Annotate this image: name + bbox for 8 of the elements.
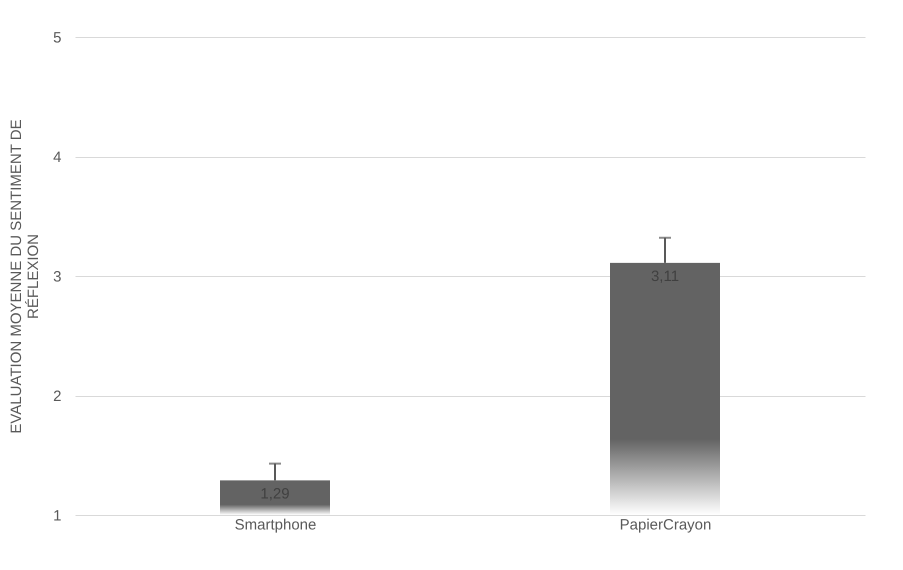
y-tick-label: 5: [53, 30, 62, 46]
x-tick-label: Smartphone: [234, 516, 316, 534]
x-tick-label: PapierCrayon: [620, 516, 712, 534]
y-tick-label: 2: [53, 388, 62, 405]
y-tick-label: 1: [53, 508, 62, 524]
y-axis-title: EVALUATION MOYENNE DU SENTIMENT DE RÉFLEXION: [8, 119, 42, 434]
y-tick-label: 4: [53, 149, 62, 166]
y-tick-label: 3: [53, 268, 62, 286]
